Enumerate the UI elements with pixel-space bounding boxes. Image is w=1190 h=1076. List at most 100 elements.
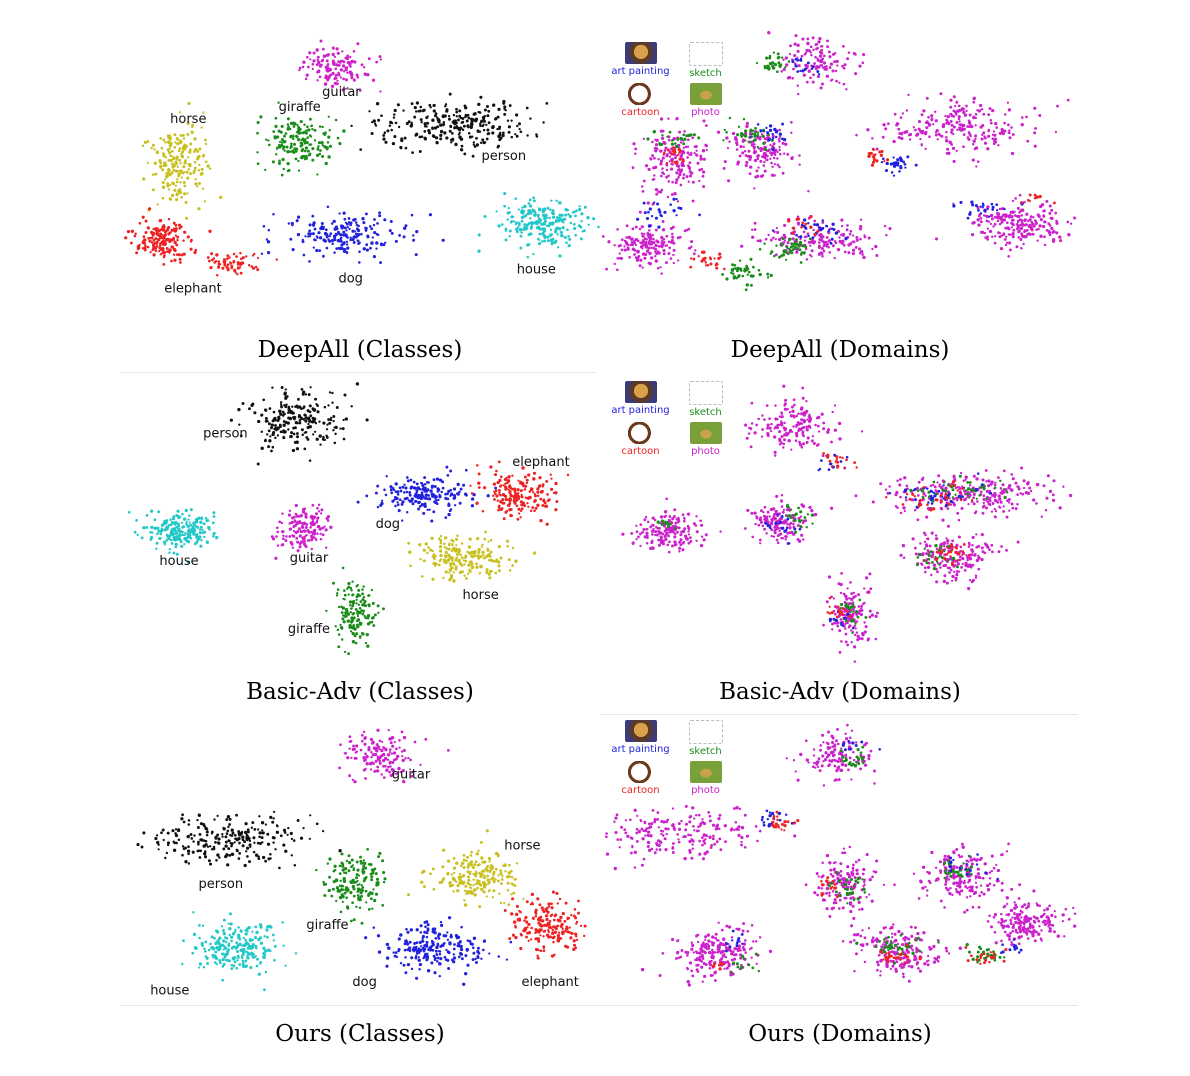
- scatter-point: [506, 504, 510, 507]
- scatter-point: [378, 214, 382, 218]
- scatter-point: [786, 76, 790, 80]
- scatter-point: [124, 236, 128, 240]
- scatter-point: [286, 123, 290, 126]
- scatter-point: [348, 70, 353, 74]
- scatter-point: [723, 267, 726, 271]
- scatter-point: [679, 183, 683, 187]
- scatter-point: [494, 571, 498, 575]
- scatter-point: [580, 220, 583, 223]
- scatter-point: [185, 522, 188, 526]
- scatter-point: [757, 417, 760, 421]
- scatter-point: [949, 105, 953, 109]
- scatter-point: [274, 116, 278, 120]
- scatter-point: [649, 157, 653, 161]
- scatter-point: [633, 253, 636, 256]
- scatter-point: [183, 534, 186, 537]
- scatter-point: [264, 408, 267, 412]
- scatter-point: [408, 550, 412, 554]
- scatter-point: [361, 588, 364, 591]
- scatter-point: [268, 407, 272, 410]
- scatter-point: [159, 161, 163, 165]
- scatter-point: [167, 217, 171, 221]
- scatter-point: [946, 147, 950, 151]
- scatter-point: [174, 542, 178, 547]
- scatter-point: [806, 436, 810, 440]
- scatter-point: [601, 235, 605, 238]
- scatter-point: [288, 522, 292, 525]
- scatter-point: [142, 235, 146, 238]
- scatter-point: [166, 535, 169, 539]
- scatter-point: [554, 491, 558, 495]
- scatter-point: [349, 625, 353, 629]
- scatter-point: [402, 235, 406, 239]
- scatter-point: [1007, 254, 1011, 258]
- scatter-point: [553, 241, 557, 245]
- scatter-point: [183, 192, 187, 196]
- scatter-point: [905, 484, 909, 488]
- scatter-point: [364, 229, 368, 232]
- scatter-point: [631, 541, 635, 545]
- scatter-point: [321, 533, 325, 537]
- scatter-point: [998, 231, 1002, 235]
- scatter-point: [802, 218, 807, 222]
- scatter-point: [1020, 232, 1024, 236]
- scatter-point: [302, 60, 306, 64]
- scatter-point: [743, 134, 748, 138]
- scatter-point: [972, 115, 976, 120]
- scatter-point: [678, 157, 682, 161]
- scatter-point: [171, 527, 175, 531]
- scatter-point: [647, 240, 651, 244]
- scatter-point: [300, 428, 304, 432]
- scatter-point: [1043, 220, 1047, 224]
- scatter-point: [660, 244, 664, 248]
- scatter-point: [905, 109, 909, 112]
- scatter-point: [1052, 498, 1056, 502]
- scatter-point: [340, 246, 344, 251]
- scatter-point: [481, 138, 485, 142]
- scatter-point: [485, 568, 489, 572]
- scatter-point: [685, 537, 689, 541]
- scatter-point: [640, 241, 644, 245]
- scatter-point: [1026, 139, 1030, 143]
- scatter-point: [443, 536, 448, 540]
- scatter-point: [327, 238, 330, 241]
- scatter-point: [764, 153, 768, 157]
- scatter-point: [567, 235, 570, 238]
- scatter-point: [212, 534, 215, 538]
- scatter-point: [342, 437, 346, 441]
- scatter-point: [750, 228, 754, 231]
- scatter-point: [681, 159, 685, 163]
- scatter-point: [204, 516, 208, 520]
- scatter-point: [337, 71, 340, 75]
- scatter-point: [358, 241, 361, 244]
- scatter-point: [945, 151, 949, 155]
- scatter-point: [406, 479, 410, 483]
- scatter-point: [282, 420, 286, 423]
- scatter-point: [1017, 487, 1021, 491]
- scatter-point: [154, 227, 158, 231]
- scatter-point: [463, 563, 466, 566]
- scatter-point: [651, 533, 654, 536]
- scatter-point: [438, 545, 443, 549]
- scatter-point: [356, 42, 360, 46]
- scatter-point: [298, 419, 302, 422]
- scatter-point: [308, 410, 312, 414]
- scatter-point: [501, 498, 505, 502]
- scatter-point: [688, 161, 692, 165]
- scatter-point: [797, 429, 800, 432]
- scatter-point: [362, 221, 366, 225]
- scatter-point: [269, 426, 274, 430]
- scatter-point: [153, 526, 157, 530]
- scatter-point: [672, 261, 675, 265]
- scatter-point: [376, 505, 380, 509]
- scatter-point: [769, 273, 773, 278]
- caption-deepall-domains: DeepAll (Domains): [730, 337, 950, 363]
- scatter-point: [848, 232, 852, 236]
- scatter-point: [175, 552, 179, 556]
- scatter-point: [374, 491, 378, 495]
- scatter-point: [435, 499, 438, 502]
- scatter-point: [542, 222, 546, 226]
- scatter-point: [360, 63, 364, 67]
- scatter-point: [959, 471, 963, 475]
- scatter-point: [1003, 207, 1006, 211]
